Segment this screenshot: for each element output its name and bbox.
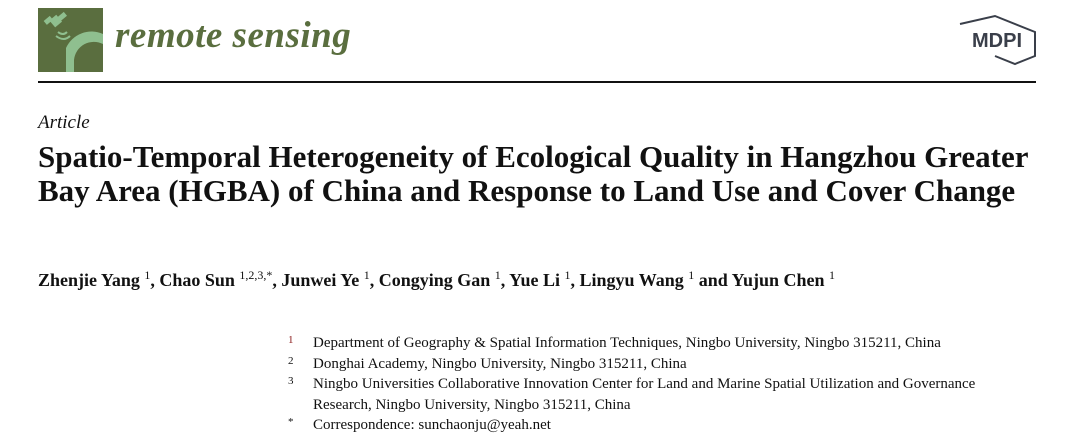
author-list: Zhenjie Yang 1, Chao Sun 1,2,3,*, Junwei… bbox=[38, 268, 835, 291]
author-name: Yue Li bbox=[509, 270, 560, 290]
author-name: Junwei Ye bbox=[281, 270, 360, 290]
affiliation-item: 2 Donghai Academy, Ningbo University, Nin… bbox=[288, 354, 1033, 375]
affiliation-item: 1 Department of Geography & Spatial Infor… bbox=[288, 333, 1033, 354]
mdpi-logo: MDPI bbox=[955, 14, 1040, 71]
affiliation-text: Department of Geography & Spatial Inform… bbox=[313, 335, 941, 351]
affiliation-marker: 2 bbox=[288, 354, 294, 367]
article-title: Spatio-Temporal Heterogeneity of Ecologi… bbox=[38, 139, 1028, 208]
journal-name: remote sensing bbox=[115, 15, 352, 56]
author-affiliation-marker: 1 bbox=[564, 268, 571, 282]
affiliation-text[interactable]: Correspondence: sunchaonju@yeah.net bbox=[313, 417, 551, 433]
author-affiliation-marker: 1 bbox=[144, 268, 151, 282]
author-name: Lingyu Wang bbox=[579, 270, 684, 290]
author-separator: , bbox=[500, 270, 510, 290]
affiliation-text: Ningbo Universities Collaborative Innova… bbox=[313, 376, 976, 413]
author-affiliation-marker: 1 bbox=[494, 268, 501, 282]
author-separator: and bbox=[694, 270, 732, 290]
affiliation-list: 1 Department of Geography & Spatial Infor… bbox=[288, 333, 1033, 436]
journal-logo bbox=[38, 8, 103, 72]
author-affiliation-marker: 1 bbox=[828, 268, 835, 282]
affiliation-item: * Correspondence: sunchaonju@yeah.net bbox=[288, 415, 1033, 436]
svg-text:MDPI: MDPI bbox=[972, 30, 1022, 52]
affiliation-marker: 3 bbox=[288, 375, 294, 387]
author-name: Zhenjie Yang bbox=[38, 270, 140, 290]
author-affiliation-marker: 1,2,3,* bbox=[239, 268, 273, 282]
affiliation-item: 3 Ningbo Universities Collaborative Innov… bbox=[288, 374, 1033, 415]
author-separator: , bbox=[570, 270, 580, 290]
author-separator: , bbox=[369, 270, 379, 290]
author-affiliation-marker: 1 bbox=[688, 268, 695, 282]
affiliation-marker: * bbox=[288, 416, 294, 428]
author-affiliation-marker: 1 bbox=[363, 268, 370, 282]
affiliation-marker: 1 bbox=[288, 334, 294, 346]
affiliation-text: Donghai Academy, Ningbo University, Ning… bbox=[313, 355, 687, 372]
author-name: Congying Gan bbox=[378, 270, 491, 290]
author-separator: , bbox=[150, 270, 160, 290]
author-name: Chao Sun bbox=[159, 270, 235, 290]
author-name: Yujun Chen bbox=[731, 270, 825, 290]
author-separator: , bbox=[272, 270, 282, 290]
article-type: Article bbox=[38, 112, 90, 133]
header-rule bbox=[38, 81, 1036, 83]
satellite-globe-icon bbox=[43, 11, 103, 72]
